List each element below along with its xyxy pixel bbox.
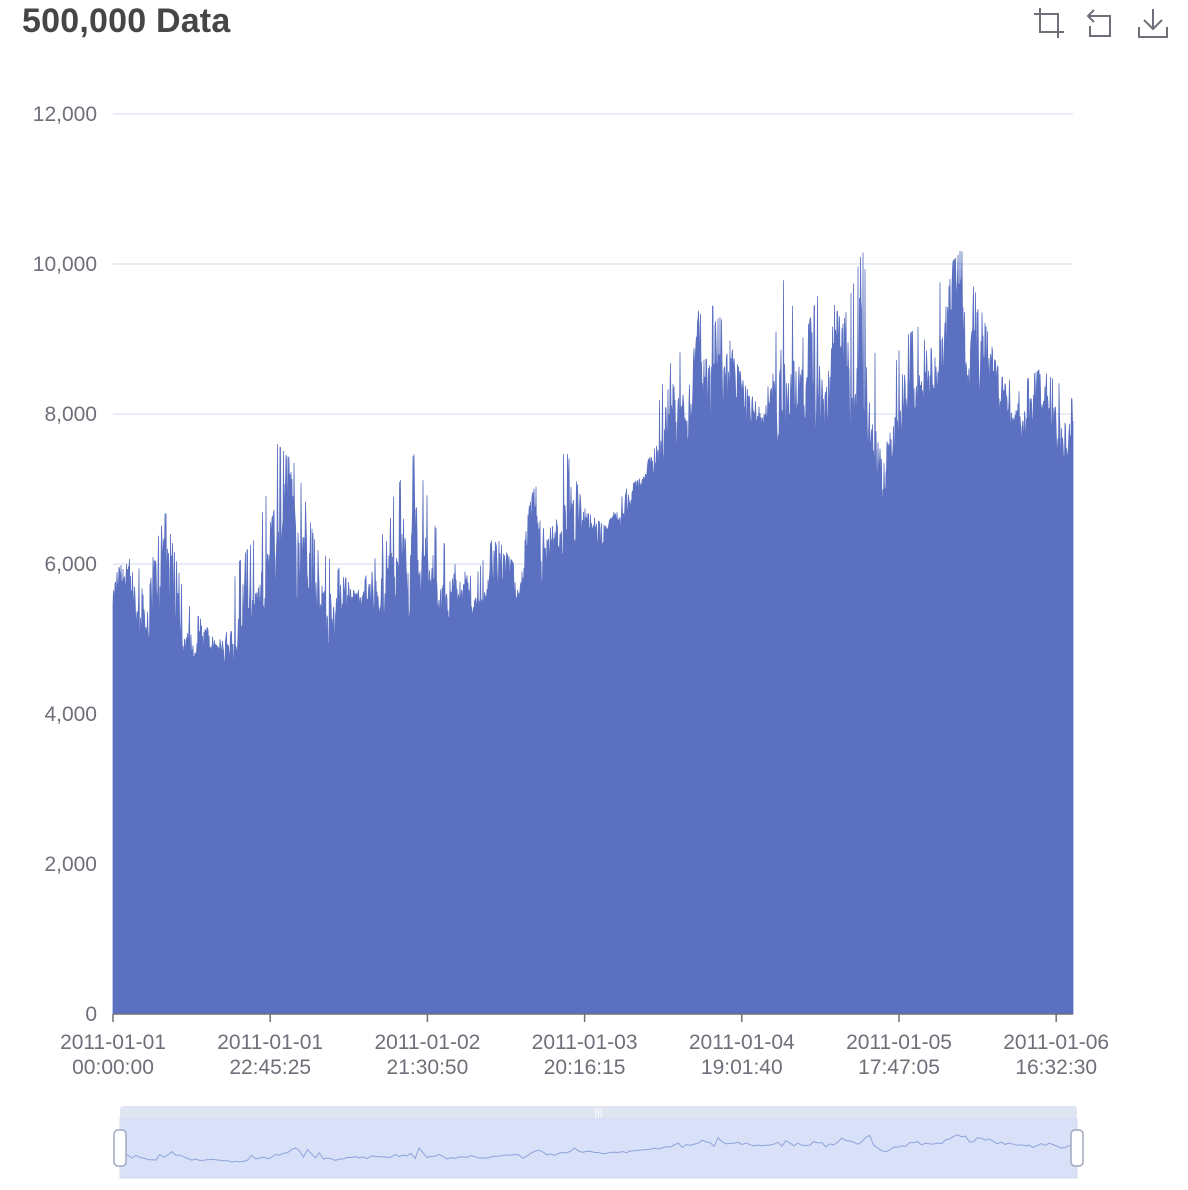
x-tick-label-date: 2011-01-01 — [60, 1031, 166, 1054]
zoom-selected-range — [119, 1117, 1078, 1179]
y-tick-label: 4,000 — [44, 703, 97, 726]
zoom-move-handle[interactable] — [120, 1106, 1077, 1118]
x-tick-label-date: 2011-01-02 — [374, 1031, 480, 1054]
x-tick-label-time: 16:32:30 — [1015, 1056, 1097, 1079]
series-area — [112, 250, 1074, 1015]
x-tick-label-date: 2011-01-04 — [689, 1031, 795, 1054]
zoom-reset-icon — [1086, 9, 1111, 37]
zoom-button[interactable] — [1032, 6, 1066, 40]
zoom-end-handle[interactable] — [1070, 1129, 1084, 1167]
y-tick-label: 6,000 — [44, 553, 97, 576]
save-image-button[interactable] — [1136, 6, 1170, 40]
chart-title: 500,000 Data — [22, 2, 231, 40]
y-tick-label: 8,000 — [44, 403, 97, 426]
x-tick-label-time: 22:45:25 — [229, 1056, 311, 1079]
x-tick-label-time: 19:01:40 — [701, 1056, 783, 1079]
y-tick-label: 0 — [85, 1003, 97, 1026]
save-image-icon — [1138, 9, 1168, 38]
zoom-preview-line — [119, 1134, 1078, 1163]
x-tick-label-date: 2011-01-03 — [532, 1031, 638, 1054]
x-tick-label-time: 00:00:00 — [72, 1056, 154, 1079]
zoom-reset-button[interactable] — [1084, 6, 1118, 40]
y-tick-label: 10,000 — [33, 253, 97, 276]
x-tick-label-time: 21:30:50 — [387, 1056, 469, 1079]
y-tick-label: 2,000 — [44, 853, 97, 876]
series-layer — [112, 250, 1074, 1015]
y-tick-label: 12,000 — [33, 103, 97, 126]
y-axis: 0 2,000 4,000 6,000 8,000 10,000 12,000 — [33, 103, 97, 1026]
x-tick-label-date: 2011-01-05 — [846, 1031, 952, 1054]
x-tick-label-date: 2011-01-06 — [1003, 1031, 1109, 1054]
zoom-start-handle[interactable] — [113, 1129, 127, 1167]
x-tick-label-date: 2011-01-01 — [217, 1031, 323, 1054]
x-axis: 2011-01-0100:00:002011-01-0122:45:252011… — [60, 1013, 1109, 1079]
zoom-icon — [1034, 8, 1064, 38]
x-tick-label-time: 20:16:15 — [544, 1056, 626, 1079]
zoom-grip-icon: ||| — [595, 1108, 603, 1119]
x-tick-label-time: 17:47:05 — [858, 1056, 940, 1079]
data-zoom-slider[interactable]: ||| — [113, 1106, 1084, 1179]
chart-toolbox — [1032, 6, 1170, 40]
